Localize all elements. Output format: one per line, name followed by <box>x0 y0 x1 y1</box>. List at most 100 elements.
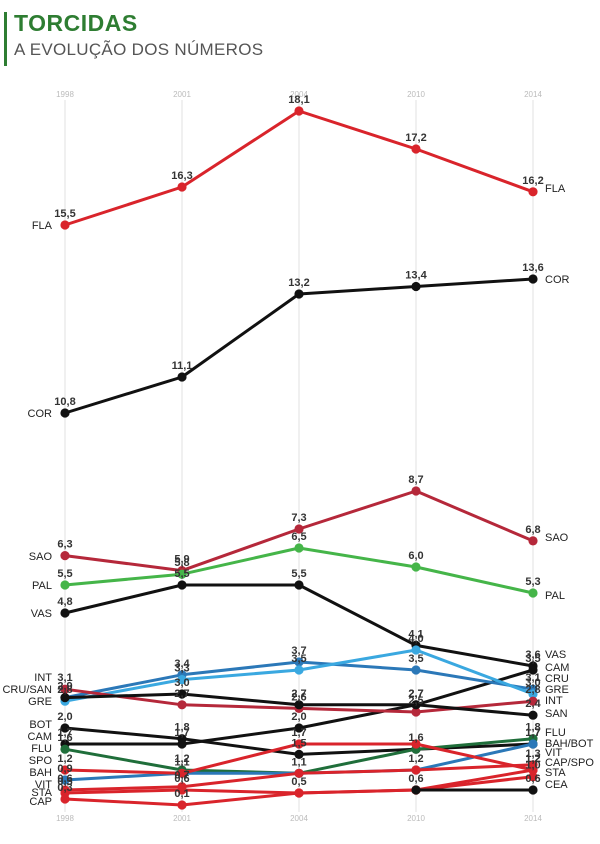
series-start-label: VAS <box>31 608 52 620</box>
data-label: 0,5 <box>57 776 72 788</box>
data-label: 0,3 <box>57 782 72 794</box>
series-start-label: CRU/SAN <box>2 684 52 696</box>
data-label: 6,5 <box>291 531 306 543</box>
data-label: 2,9 <box>57 681 72 693</box>
chart-header: TORCIDAS A EVOLUÇÃO DOS NÚMEROS <box>0 10 600 66</box>
series-end-label: SAO <box>545 532 569 544</box>
data-label: 1,2 <box>57 753 72 765</box>
series-start-label: SAO <box>29 551 53 563</box>
data-point-cor <box>294 289 304 299</box>
data-label: 2,0 <box>291 711 306 723</box>
series-end-label: VIT <box>545 747 562 759</box>
data-point-san <box>528 710 538 720</box>
data-point-int <box>411 707 421 717</box>
data-point-vas <box>60 608 70 618</box>
x-tick-label-bottom: 2010 <box>407 814 425 823</box>
data-point-san <box>294 700 304 710</box>
data-label: 10,8 <box>54 396 75 408</box>
data-point-int <box>177 700 187 710</box>
data-point-cor <box>528 274 538 284</box>
data-label: 5,9 <box>174 554 189 566</box>
data-label: 2,7 <box>408 688 423 700</box>
data-label: 3,0 <box>174 677 189 689</box>
data-point-cap <box>528 765 538 775</box>
series-end-label: CAP/SPO <box>545 757 594 769</box>
data-label: 1,8 <box>174 722 189 734</box>
data-point-fla <box>60 220 70 230</box>
series-start-label: PAL <box>32 580 52 592</box>
data-point-bot <box>177 734 187 744</box>
data-point-bot <box>60 723 70 733</box>
x-tick-label-top: 2004 <box>290 90 308 99</box>
data-point-vas <box>177 580 187 590</box>
data-label: 3,0 <box>525 677 540 689</box>
data-label: 13,6 <box>522 262 543 274</box>
x-tick-label-bottom: 2004 <box>290 814 308 823</box>
data-point-gre <box>411 645 421 655</box>
data-label: 0,6 <box>174 773 189 785</box>
data-label: 1,7 <box>291 727 306 739</box>
data-label: 0,9 <box>57 763 72 775</box>
data-label: 11,1 <box>172 360 193 372</box>
series-end-label: FLU <box>545 727 566 739</box>
data-point-bah <box>60 775 70 785</box>
data-label: 1,7 <box>57 727 72 739</box>
data-label: 18,1 <box>288 94 309 106</box>
data-label: 3,1 <box>525 672 540 684</box>
data-point-spo <box>177 768 187 778</box>
data-label: 3,6 <box>525 649 540 661</box>
data-point-cor <box>411 281 421 292</box>
data-label: 0,5 <box>291 776 306 788</box>
data-point-flu <box>60 744 70 754</box>
data-label: 6,8 <box>525 524 540 536</box>
data-label: 5,8 <box>174 557 189 569</box>
data-point-san <box>60 693 70 703</box>
series-end-label: COR <box>545 274 570 286</box>
data-point-fla <box>177 182 187 192</box>
series-start-label: FLU <box>31 743 52 755</box>
header-accent-bar <box>4 12 7 66</box>
series-start-label: CAM <box>28 731 52 743</box>
data-label: 3,7 <box>291 645 306 657</box>
series-start-label: BAH <box>29 767 52 779</box>
data-label: 7,3 <box>291 512 306 524</box>
data-label: 3,5 <box>408 653 423 665</box>
data-label: 1,1 <box>291 756 306 768</box>
data-label: 2,8 <box>525 684 540 696</box>
data-label: 1,7 <box>525 727 540 739</box>
data-label: 2,0 <box>57 711 72 723</box>
data-label: 1,2 <box>525 753 540 765</box>
data-label: 6,0 <box>408 550 423 562</box>
data-label: 0,6 <box>57 773 72 785</box>
data-label: 0,6 <box>408 773 423 785</box>
chart-title: TORCIDAS <box>14 10 138 36</box>
x-tick-label-top: 1998 <box>56 90 74 99</box>
data-point-cap <box>294 788 304 798</box>
data-label: 1,2 <box>174 753 189 765</box>
data-point-pal <box>528 588 538 598</box>
data-point-sta <box>177 785 187 795</box>
data-point-cam <box>294 723 304 733</box>
series-start-label: SPO <box>29 755 53 767</box>
data-point-sao <box>528 536 538 546</box>
data-label: 5,5 <box>57 568 72 580</box>
data-point-vit <box>294 768 304 778</box>
x-tick-label-bottom: 1998 <box>56 814 74 823</box>
data-label: 1,7 <box>525 727 540 739</box>
data-point-vas <box>294 580 304 590</box>
series-end-label: INT <box>545 695 563 707</box>
data-point-fla <box>294 106 304 116</box>
data-point-sao <box>411 486 421 496</box>
series-start-label: COR <box>28 408 53 420</box>
data-point-sta <box>528 772 538 782</box>
data-label: 1,8 <box>525 722 540 734</box>
series-end-label: STA <box>545 767 566 779</box>
data-point-cru <box>294 657 304 667</box>
series-end-label: PAL <box>545 590 565 602</box>
data-point-pal <box>294 543 304 553</box>
data-point-cap <box>177 800 187 810</box>
data-label: 2,7 <box>174 688 189 700</box>
data-point-int <box>60 684 70 694</box>
series-start-label: FLA <box>32 220 53 232</box>
data-label: 13,4 <box>405 270 427 282</box>
